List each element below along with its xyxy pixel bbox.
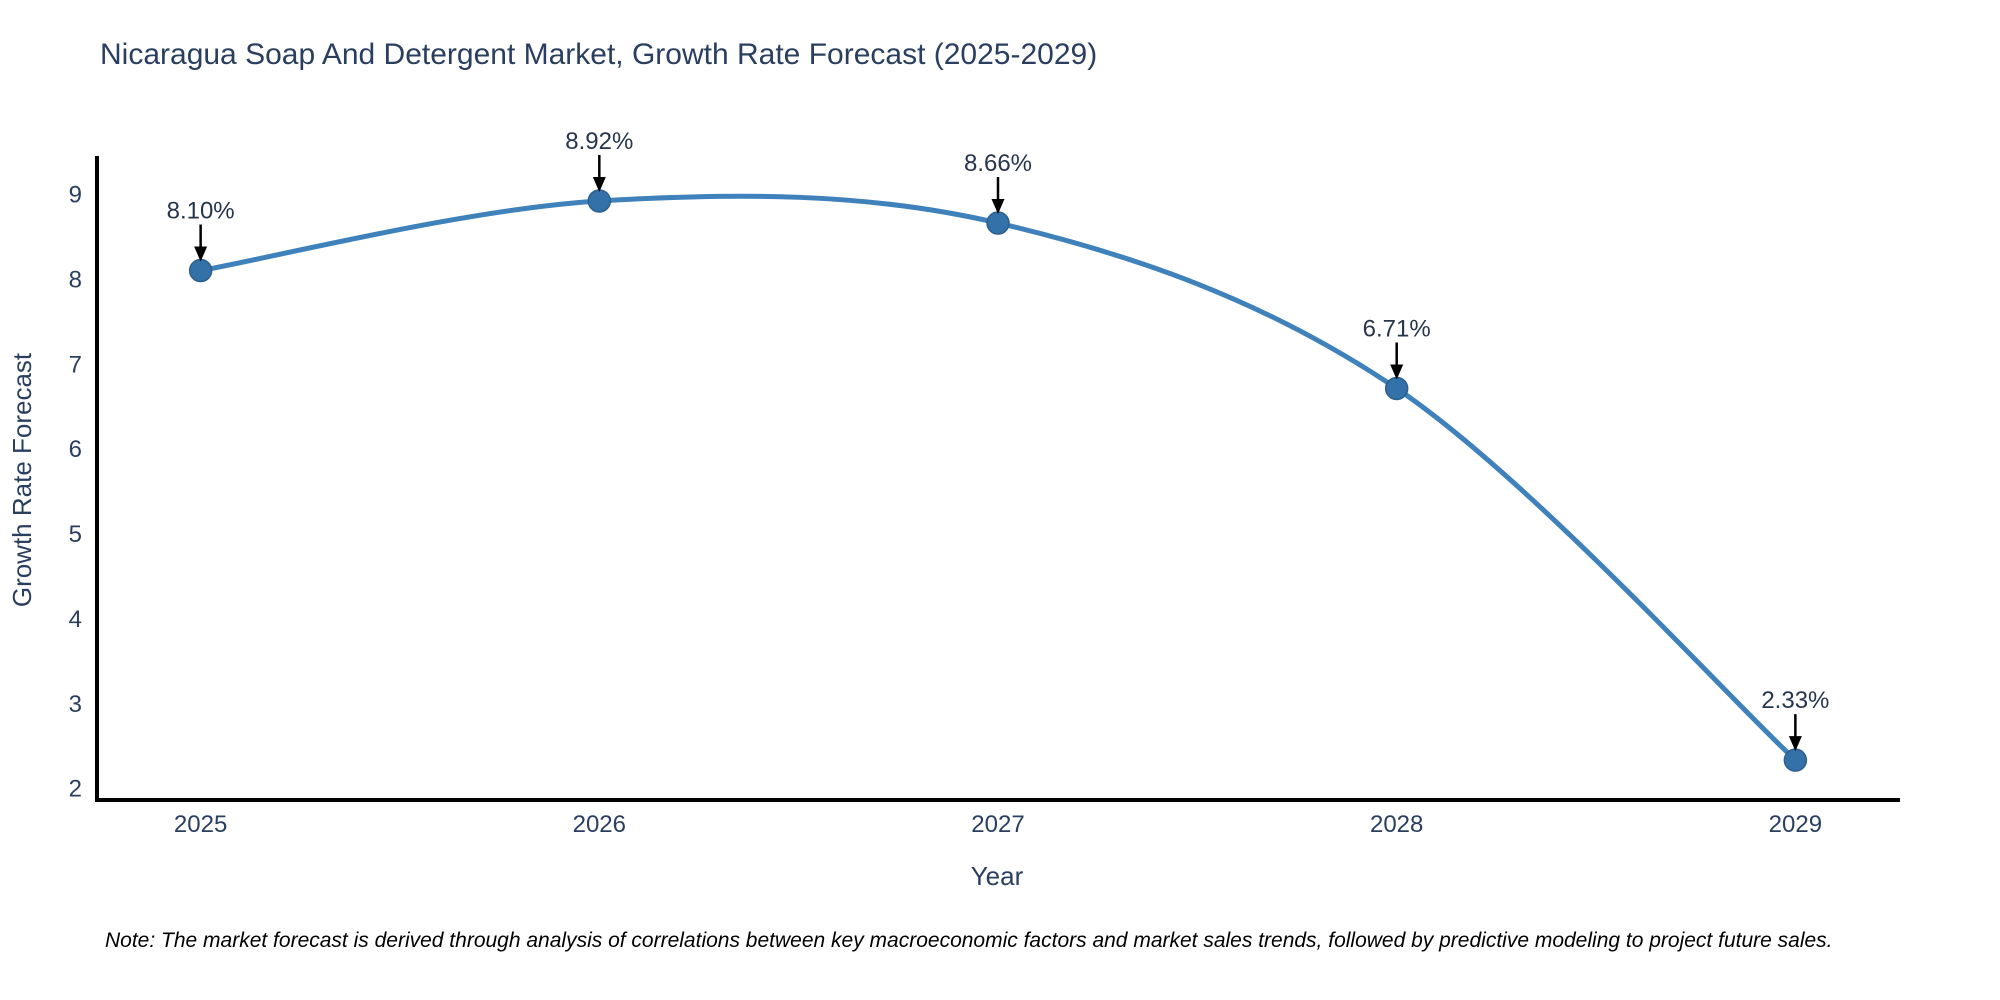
x-tick-label: 2028 — [1370, 811, 1423, 838]
y-tick-label: 3 — [69, 691, 82, 718]
annotation-arrowhead — [194, 246, 208, 262]
y-tick-label: 6 — [69, 436, 82, 463]
series-line — [200, 193, 1798, 762]
annotation-label: 2.33% — [1761, 687, 1829, 714]
y-tick-label: 4 — [69, 606, 82, 633]
chart-title: Nicaragua Soap And Detergent Market, Gro… — [100, 38, 1097, 71]
data-point-marker[interactable] — [986, 211, 1010, 235]
data-point-marker[interactable] — [587, 189, 612, 213]
x-tick-label: 2029 — [1769, 811, 1822, 838]
x-axis-title: Year — [971, 861, 1024, 891]
plot-area: 2 3 4 5 6 7 8 9 2025 2026 2027 2028 2029 8.10% 8.92% 8.… — [69, 128, 1900, 838]
y-tick-label: 7 — [69, 351, 82, 378]
footnote: Note: The market forecast is derived thr… — [105, 929, 1833, 952]
y-tick-label: 2 — [69, 776, 82, 803]
x-tick-label: 2027 — [971, 811, 1024, 838]
annotation-label: 8.10% — [167, 198, 235, 225]
annotation-arrowhead — [592, 176, 606, 192]
annotation-label: 6.71% — [1363, 315, 1431, 342]
x-tick-label: 2026 — [573, 811, 626, 838]
annotation-arrowhead — [1390, 364, 1404, 380]
annotation-label: 8.92% — [565, 128, 633, 155]
annotation-label: 8.66% — [964, 150, 1032, 177]
data-point-marker[interactable] — [1384, 376, 1409, 401]
data-point-marker[interactable] — [1783, 748, 1808, 772]
data-point-marker[interactable] — [188, 258, 213, 283]
y-tick-label: 5 — [69, 521, 82, 548]
annotation-arrowhead — [991, 199, 1005, 215]
y-axis-title: Growth Rate Forecast — [7, 352, 37, 607]
y-tick-label: 9 — [69, 182, 82, 209]
x-tick-label: 2025 — [174, 811, 227, 838]
y-tick-label: 8 — [69, 267, 82, 294]
annotation-arrowhead — [1788, 736, 1802, 752]
